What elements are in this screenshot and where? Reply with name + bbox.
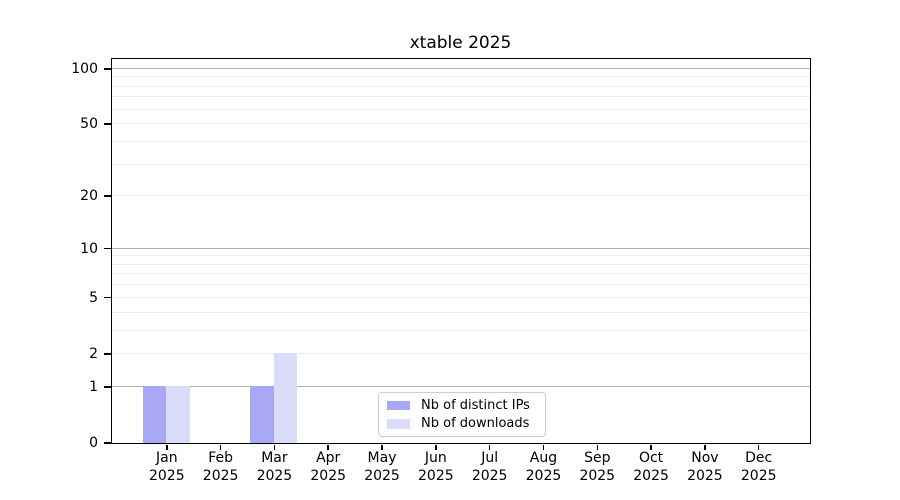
gridlines-layer (111, 59, 810, 443)
x-tick-jul (488, 444, 491, 450)
gridline-y-5 (111, 296, 810, 298)
x-label-year: 2025 (256, 467, 293, 484)
x-label-month: Mar (261, 450, 288, 466)
gridline-y-30 (111, 163, 810, 165)
legend-swatch-downloads (387, 419, 410, 429)
x-label-month: Nov (691, 450, 719, 466)
x-tick-label-aug: Aug 2025 (513, 450, 573, 485)
x-tick-label-nov: Nov 2025 (675, 450, 735, 485)
gridline-y-3 (111, 329, 810, 331)
y-tick-label-2: 2 (89, 345, 98, 362)
legend-row-distinct-ips: Nb of distinct IPs (387, 396, 537, 415)
y-tick-label-50: 50 (80, 116, 98, 133)
bar-distinct-ips-mar (250, 386, 274, 443)
x-tick-label-jul: Jul 2025 (460, 450, 520, 485)
x-label-month: Dec (745, 450, 773, 466)
x-label-month: Sep (584, 450, 611, 466)
x-tick-label-jun: Jun 2025 (406, 450, 466, 485)
gridline-y-9 (111, 255, 810, 257)
x-label-month: Jan (156, 450, 178, 466)
bar-distinct-ips-jan (142, 386, 167, 443)
x-label-month: Oct (638, 450, 664, 466)
y-tick-20 (104, 195, 111, 197)
x-label-year: 2025 (418, 467, 454, 484)
y-tick-label-1: 1 (89, 378, 98, 395)
gridline-y-20 (111, 195, 810, 197)
y-tick-100 (104, 68, 111, 70)
x-label-month: Jul (481, 450, 499, 466)
bar-downloads-mar (273, 353, 298, 443)
x-label-year: 2025 (525, 467, 562, 484)
x-label-year: 2025 (202, 467, 239, 484)
legend-swatch-distinct-ips (387, 400, 410, 410)
gridline-y-4 (111, 311, 810, 313)
x-tick-nov (704, 444, 706, 450)
x-label-year: 2025 (633, 467, 669, 484)
y-tick-label-20: 20 (80, 188, 98, 205)
x-tick-jan (166, 444, 168, 450)
x-tick-label-apr: Apr 2025 (298, 450, 358, 485)
plot-area (110, 57, 811, 444)
x-label-year: 2025 (687, 467, 723, 484)
gridline-major-y-10 (111, 247, 810, 249)
y-tick-label-10: 10 (80, 240, 98, 257)
y-tick-label-0: 0 (89, 435, 98, 451)
x-tick-label-jan: Jan 2025 (137, 450, 197, 485)
gridline-y-80 (111, 85, 810, 87)
bars-layer (112, 59, 810, 443)
x-label-month: Apr (316, 450, 341, 466)
x-tick-sep (596, 444, 599, 450)
gridline-y-6 (111, 284, 810, 286)
x-label-year: 2025 (310, 467, 347, 484)
legend-row-downloads: Nb of downloads (387, 415, 537, 434)
bar-downloads-jan (166, 386, 190, 443)
x-tick-dec (757, 444, 760, 450)
x-label-month: Feb (208, 450, 233, 466)
y-tick-1 (104, 386, 111, 388)
y-tick-5 (104, 296, 111, 299)
legend-label-distinct-ips: Nb of distinct IPs (421, 397, 530, 413)
x-label-year: 2025 (364, 467, 400, 484)
y-tick-50 (104, 123, 111, 125)
legend-label-downloads: Nb of downloads (421, 416, 530, 432)
x-tick-label-sep: Sep 2025 (567, 450, 627, 485)
gridline-y-40 (111, 140, 810, 142)
x-label-year: 2025 (579, 467, 616, 484)
legend: Nb of distinct IPs Nb of downloads (378, 392, 546, 437)
x-tick-label-oct: Oct 2025 (621, 450, 681, 485)
x-label-year: 2025 (740, 467, 777, 484)
x-tick-label-dec: Dec 2025 (729, 450, 789, 485)
x-tick-label-may: May 2025 (352, 450, 412, 485)
x-tick-feb (219, 444, 222, 450)
gridline-y-7 (111, 273, 810, 275)
chart-title: xtable 2025 (409, 33, 512, 53)
x-tick-mar (273, 444, 276, 450)
gridline-y-70 (111, 96, 810, 98)
y-tick-0 (104, 442, 111, 444)
gridline-y-50 (111, 123, 810, 125)
x-tick-aug (542, 444, 545, 450)
x-label-month: Aug (529, 450, 558, 466)
x-label-month: Jun (424, 450, 447, 466)
y-tick-10 (104, 247, 111, 250)
gridline-y-8 (111, 263, 810, 265)
x-tick-may (381, 444, 383, 450)
y-tick-label-5: 5 (89, 289, 98, 306)
gridline-y-60 (111, 108, 810, 110)
gridline-major-y-1 (111, 385, 810, 387)
x-tick-label-feb: Feb 2025 (191, 450, 251, 485)
x-label-month: May (367, 450, 397, 466)
x-tick-jun (435, 444, 437, 450)
x-label-year: 2025 (471, 467, 508, 484)
x-tick-apr (327, 444, 329, 450)
gridline-major-y-100 (111, 67, 810, 69)
y-tick-2 (104, 353, 111, 355)
x-tick-label-mar: Mar 2025 (244, 450, 304, 485)
gridline-y-2 (111, 352, 810, 354)
x-tick-oct (650, 444, 652, 450)
gridline-y-90 (111, 76, 810, 78)
x-label-year: 2025 (148, 467, 185, 484)
y-tick-label-100: 100 (71, 60, 98, 77)
